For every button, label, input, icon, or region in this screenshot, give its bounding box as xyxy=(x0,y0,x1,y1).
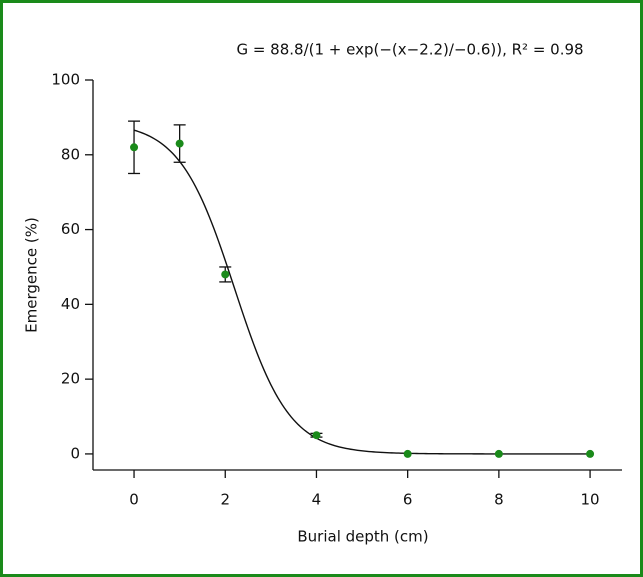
y-tick-label: 60 xyxy=(61,220,80,238)
y-tick-label: 100 xyxy=(51,71,80,89)
x-tick-label: 2 xyxy=(220,491,230,509)
x-tick-label: 6 xyxy=(403,491,413,509)
x-tick-label: 0 xyxy=(129,491,139,509)
y-tick-label: 0 xyxy=(70,444,80,462)
point xyxy=(586,449,595,458)
x-tick-label: 10 xyxy=(581,491,600,509)
fit-curve xyxy=(133,129,591,455)
y-tick-label: 80 xyxy=(61,145,80,163)
chart-title: G = 88.8/(1 + exp(−(x−2.2)/−0.6)), R² = … xyxy=(236,41,583,59)
x-tick-label: 8 xyxy=(494,491,504,509)
point xyxy=(403,449,412,458)
point xyxy=(221,270,230,279)
x-axis-label: Burial depth (cm) xyxy=(297,528,428,546)
x-tick-label: 4 xyxy=(312,491,322,509)
point xyxy=(175,139,184,148)
y-axis-label: Emergence (%) xyxy=(23,217,41,333)
point xyxy=(494,449,503,458)
point xyxy=(312,431,321,440)
y-tick-label: 20 xyxy=(61,370,80,388)
y-tick-label: 40 xyxy=(61,295,80,313)
point xyxy=(130,143,139,152)
